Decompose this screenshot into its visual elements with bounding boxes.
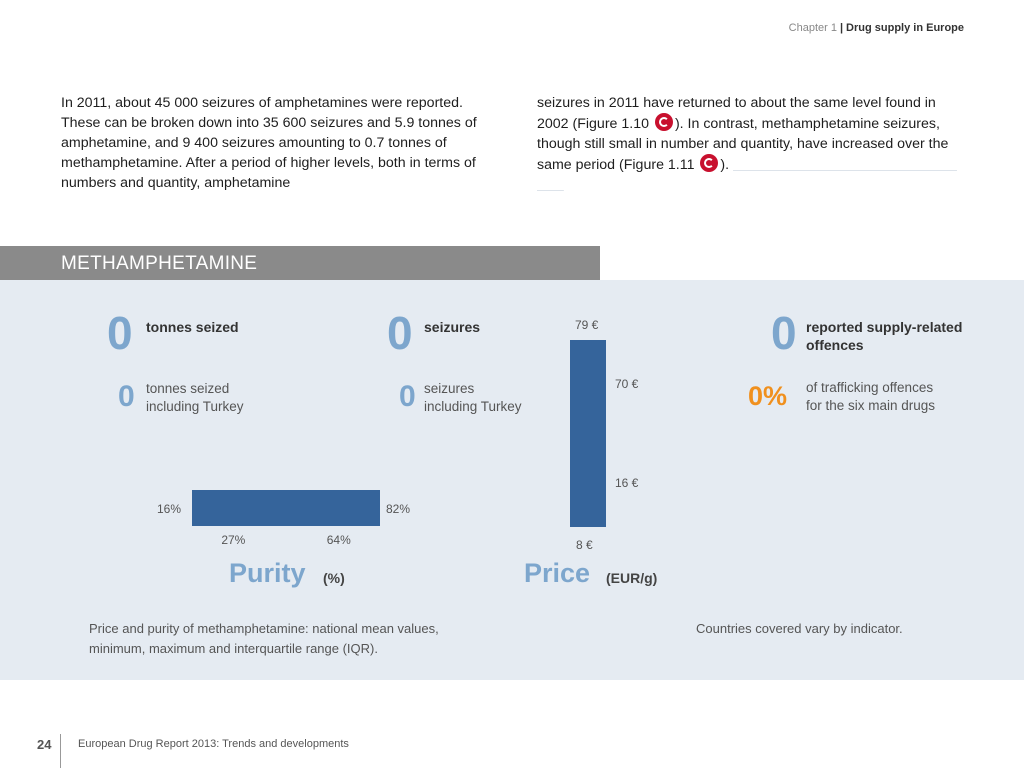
chart-note-left: Price and purity of methamphetamine: nat… [89,619,439,659]
trafficking-label: of trafficking offences for the six main… [806,379,935,415]
price-q1-label: 16 € [615,475,639,490]
purity-q1-label: 27% [221,533,246,547]
purity-min-label: 16% [156,502,181,516]
price-min-label: 8 € [576,538,593,552]
purity-q3-label: 64% [326,533,351,547]
chapter-number: Chapter 1 [788,22,837,34]
offences-value: 0 [771,307,797,359]
trafficking-value: 0% [748,381,788,411]
purity-max-label: 82% [386,502,411,516]
section-title: METHAMPHETAMINE [61,253,258,274]
chart-note-left-line1: Price and purity of methamphetamine: nat… [89,621,439,636]
price-title: Price [524,558,591,588]
seizures-turkey-label: seizures including Turkey [424,380,522,416]
tonnes-turkey-label-line1: tonnes seized [146,381,230,396]
offences-label-line2: offences [806,337,864,353]
section-band: METHAMPHETAMINE [0,246,600,280]
seizures-value: 0 [387,307,413,359]
chapter-header: Chapter 1 | Drug supply in Europe [789,22,964,34]
price-range-bar [570,340,606,527]
footer-divider [60,734,61,768]
tonnes-seized-value: 0 [107,307,133,359]
body-text-right-part2: ). In contrast, methamphetamine seizures… [537,116,949,173]
figure-links[interactable]: FIGURE 1.9 FIGURE 1.10 FIGURE 1.11 [537,157,957,193]
tonnes-turkey-label-line2: including Turkey [146,399,244,414]
body-text-left: In 2011, about 45 000 seizures of amphet… [61,95,477,191]
purity-range-bar [192,490,380,526]
seizures-label: seizures [424,319,481,335]
chart-note-right: Countries covered vary by indicator. [696,621,903,636]
chapter-title: Drug supply in Europe [846,22,964,34]
footer-text: European Drug Report 2013: Trends and de… [78,738,349,750]
seizures-turkey-label-line2: including Turkey [424,399,522,414]
purity-unit: (%) [323,570,345,586]
price-q3-label: 70 € [615,376,639,391]
chart-note-left-line2: minimum, maximum and interquartile range… [89,641,378,656]
page-number: 24 [37,737,52,752]
offences-label: reported supply-related offences [806,318,962,354]
body-text-right: seizures in 2011 have returned to about … [537,93,967,195]
body-text-right-part1: seizures in 2011 have returned to about … [537,95,936,132]
body-text-right-part3: ). [720,157,730,173]
trafficking-label-line1: of trafficking offences [806,380,934,395]
tonnes-seized-label: tonnes seized [146,319,239,335]
seizures-turkey-label-line1: seizures [424,381,475,396]
tonnes-turkey-value: 0 [118,380,135,413]
figure-link-icon[interactable] [700,154,719,172]
infographic-panel [0,280,1024,680]
offences-label-line1: reported supply-related [806,319,963,335]
purity-title: Purity [229,558,306,588]
trafficking-label-line2: for the six main drugs [806,398,936,413]
price-max-label: 79 € [575,318,599,332]
chapter-separator: | [839,22,844,34]
seizures-turkey-value: 0 [399,380,416,413]
price-unit: (EUR/g) [606,570,658,586]
tonnes-turkey-label: tonnes seized including Turkey [146,380,244,416]
figure-link-icon[interactable] [654,113,673,131]
